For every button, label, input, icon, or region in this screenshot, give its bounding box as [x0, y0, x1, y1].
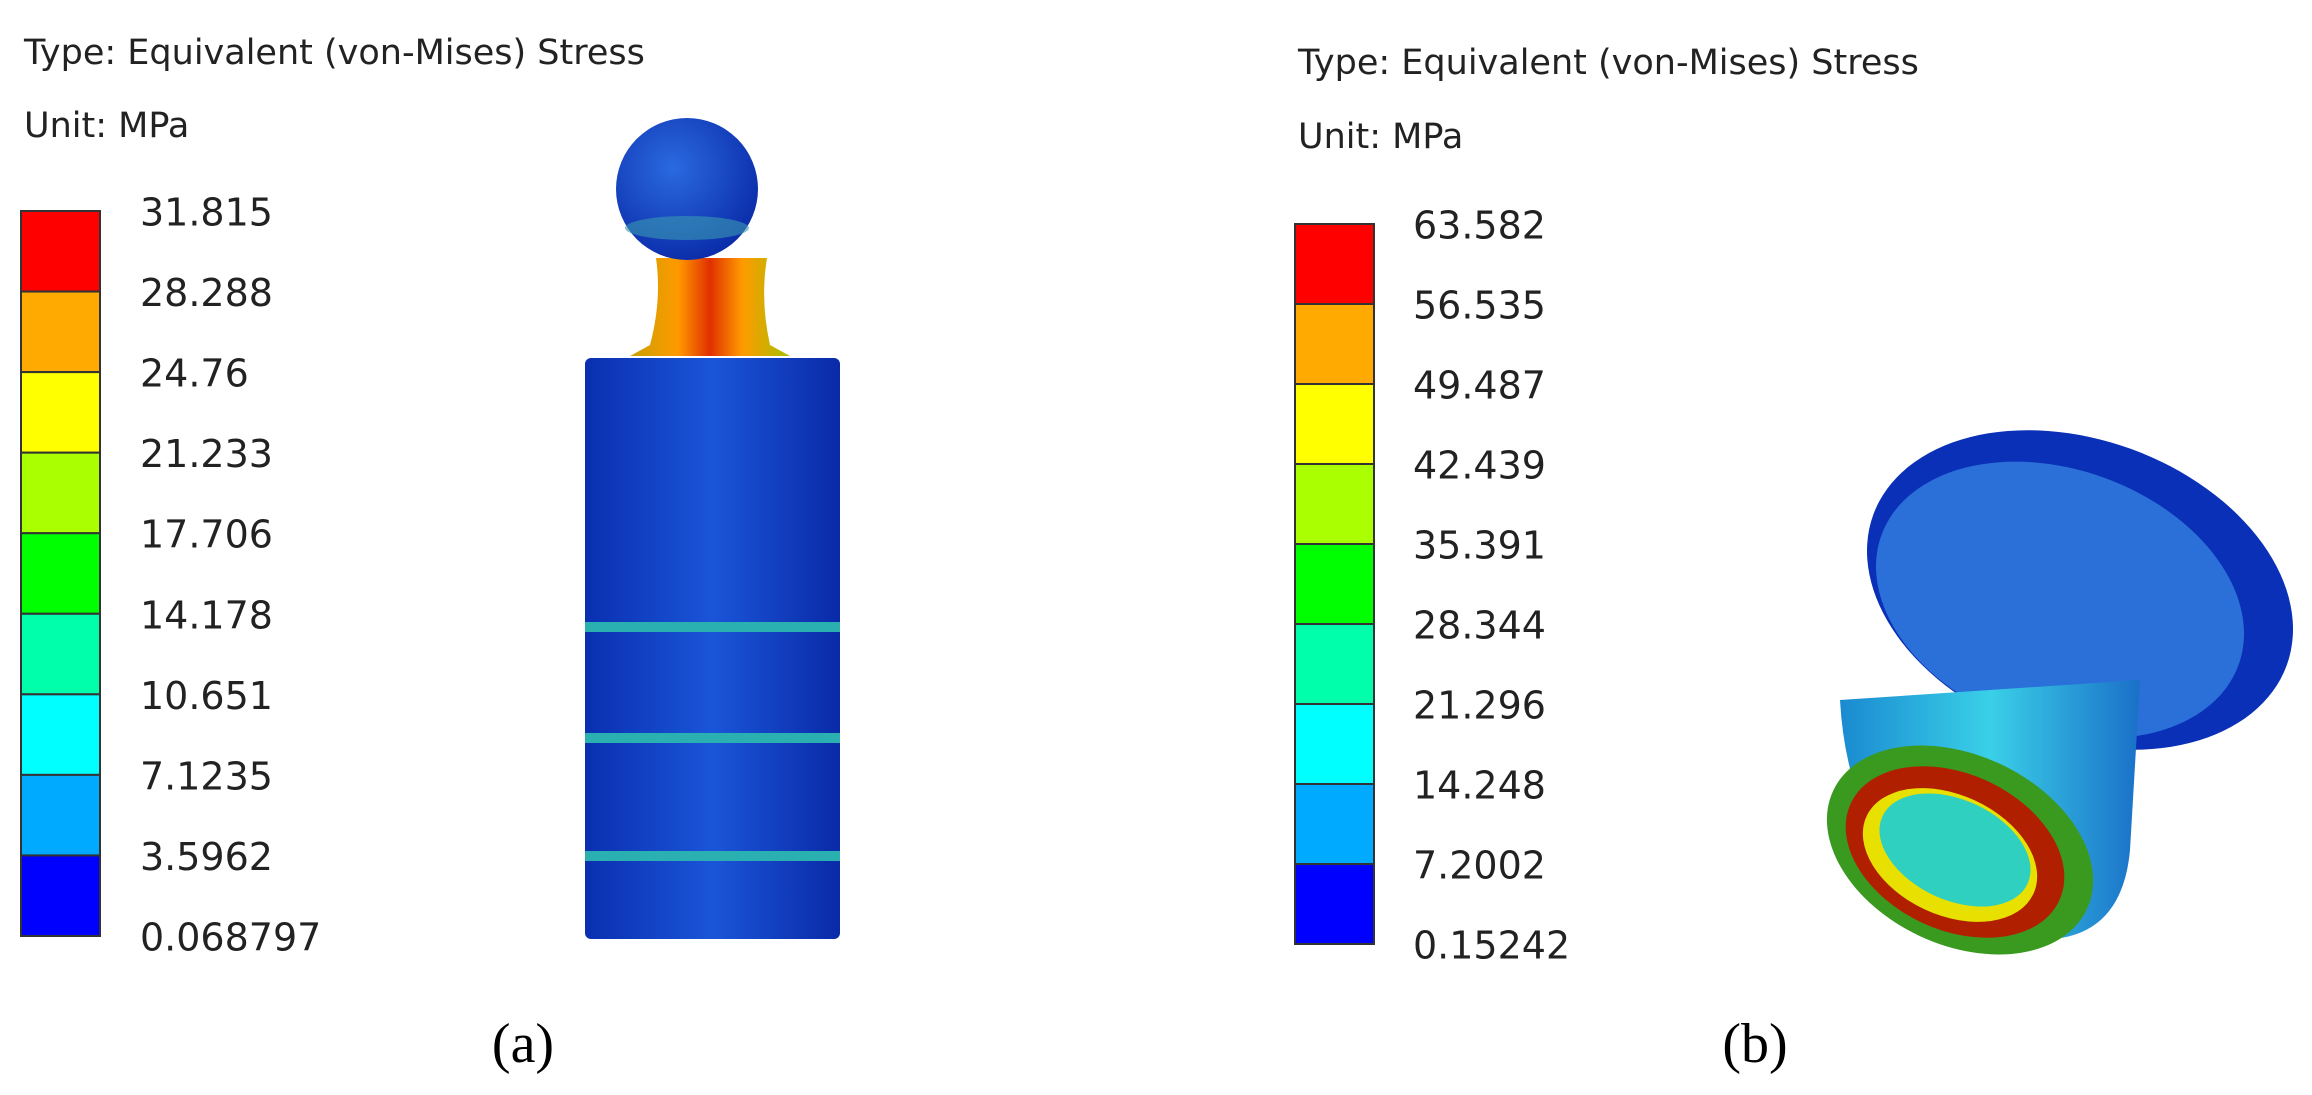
- legend-band: [20, 290, 101, 374]
- legend-band: [20, 210, 101, 293]
- legend-band: [1294, 623, 1375, 705]
- legend-band: [1294, 223, 1375, 305]
- legend-label: 28.288: [140, 271, 273, 315]
- legend-label: 14.248: [1413, 764, 1546, 808]
- legend-label: 10.651: [140, 674, 273, 718]
- legend-label: 24.76: [140, 352, 249, 396]
- legend-label: 21.296: [1413, 684, 1546, 728]
- caption: (a): [492, 1013, 554, 1075]
- unit-label: Unit: MPa: [24, 106, 189, 146]
- legend-label: 7.1235: [140, 754, 273, 798]
- legend-label: 28.344: [1413, 604, 1546, 648]
- legend-band: [1294, 303, 1375, 385]
- legend-band: [20, 451, 101, 535]
- legend-label: 42.439: [1413, 444, 1546, 488]
- legend-band: [1294, 463, 1375, 545]
- legend-label: 35.391: [1413, 524, 1546, 568]
- legend-band: [20, 854, 101, 938]
- caption: (b): [1722, 1013, 1787, 1075]
- legend-label: 63.582: [1413, 204, 1546, 248]
- legend-label: 0.15242: [1413, 924, 1570, 968]
- legend-band: [20, 773, 101, 857]
- legend-band: [1294, 863, 1375, 945]
- legend-band: [1294, 543, 1375, 625]
- legend-band: [20, 612, 101, 696]
- pin-model: [585, 118, 840, 939]
- type-label: Type: Equivalent (von-Mises) Stress: [23, 33, 645, 73]
- legend-band: [1294, 703, 1375, 785]
- legend-label: 14.178: [140, 593, 273, 637]
- legend-band: [20, 532, 101, 615]
- legend-label: 17.706: [140, 513, 273, 557]
- legend-band: [20, 371, 101, 454]
- legend-label: 7.2002: [1413, 844, 1546, 888]
- legend-band: [20, 693, 101, 776]
- legend-label: 0.068797: [140, 916, 321, 960]
- legend-label: 31.815: [140, 191, 273, 235]
- legend-label: 3.5962: [140, 835, 273, 879]
- legend-band: [1294, 783, 1375, 865]
- legend-band: [1294, 383, 1375, 465]
- legend-label: 56.535: [1413, 284, 1546, 328]
- legend-label: 21.233: [140, 432, 273, 476]
- legend-label: 49.487: [1413, 364, 1546, 408]
- type-label: Type: Equivalent (von-Mises) Stress: [1297, 43, 1919, 83]
- bushing-model: [1826, 430, 2294, 955]
- unit-label: Unit: MPa: [1298, 117, 1463, 157]
